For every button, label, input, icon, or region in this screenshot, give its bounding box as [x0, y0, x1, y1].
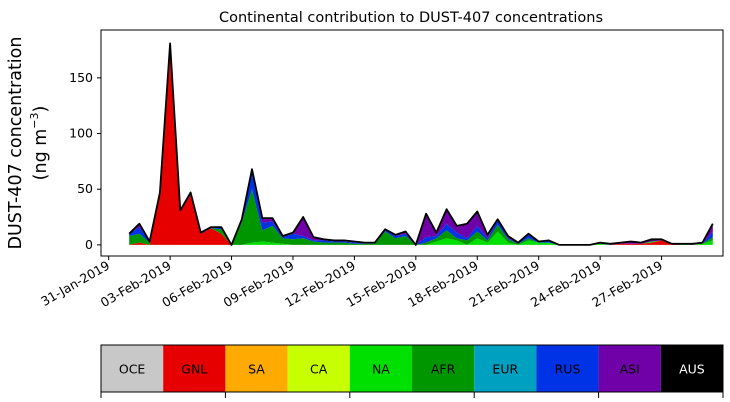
y-tick-label: 150: [69, 70, 93, 85]
area-na: [129, 46, 713, 245]
legend-swatch-oce: [101, 345, 164, 392]
legend-swatch-sa: [225, 345, 288, 392]
y-axis-label: DUST-407 concentration (ng m−3): [6, 37, 51, 250]
y-tick-label: 50: [77, 181, 93, 196]
y-axis-label-unit-prefix: (ng m: [31, 129, 51, 181]
legend-label-oce: OCE: [119, 362, 146, 377]
y-axis-label-unit-exponent: −3: [28, 112, 41, 128]
x-axis: 31-Jan-201903-Feb-201906-Feb-201909-Feb-…: [38, 256, 665, 310]
legend-label-rus: RUS: [555, 362, 581, 377]
y-axis-label-line2: (ng m−3): [28, 106, 51, 181]
legend-swatch-asi: [598, 345, 661, 392]
y-tick-label: 0: [85, 237, 93, 252]
legend-swatch-rus: [536, 345, 599, 392]
legend-swatch-eur: [474, 345, 537, 392]
area-rus: [129, 43, 713, 245]
area-afr: [129, 46, 713, 245]
legend-label-gnl: GNL: [181, 362, 207, 377]
legend-swatch-aus: [660, 345, 723, 392]
legend-bar: OCE GNL SA CA NA AFR EUR RUS ASI AUS: [100, 344, 724, 398]
legend-label-aus: AUS: [679, 362, 705, 377]
legend-label-ca: CA: [310, 362, 328, 377]
y-tick-label: 100: [69, 126, 93, 141]
total-line: [128, 42, 714, 246]
legend-swatch-gnl: [163, 345, 226, 392]
plot-frame: [100, 29, 724, 257]
legend-label-sa: SA: [248, 362, 265, 377]
legend-swatch-ca: [287, 345, 350, 392]
legend-label-na: NA: [372, 362, 390, 377]
y-axis-label-line1: DUST-407 concentration: [6, 37, 26, 250]
legend-swatch-na: [349, 345, 412, 392]
area-asi: [129, 43, 713, 245]
y-axis: 0 50 100 150: [69, 70, 101, 252]
chart-title: Continental contribution to DUST-407 con…: [219, 10, 603, 26]
area-gnl: [129, 46, 713, 245]
legend-frame: [100, 344, 724, 393]
legend-label-eur: EUR: [492, 362, 518, 377]
legend-label-afr: AFR: [431, 362, 456, 377]
legend-swatch-afr: [412, 345, 475, 392]
y-axis-label-unit-suffix: ): [31, 106, 51, 113]
legend-label-asi: ASI: [620, 362, 640, 377]
stacked-areas: [129, 43, 713, 245]
